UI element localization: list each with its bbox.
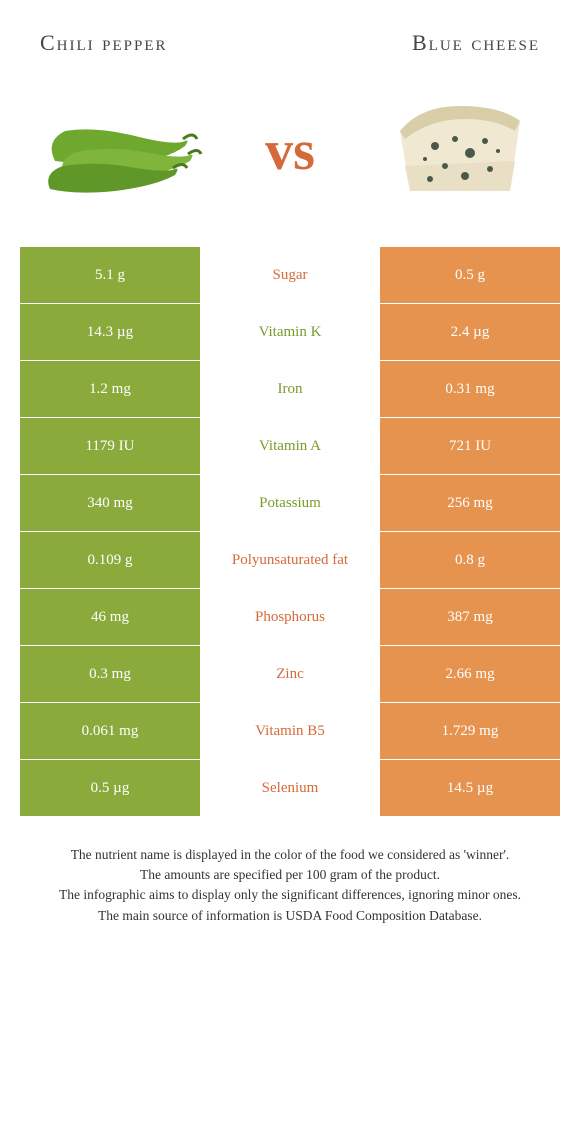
table-row: 1179 IUVitamin A721 IU [20, 417, 560, 474]
table-row: 5.1 gSugar0.5 g [20, 246, 560, 303]
right-value: 0.31 mg [380, 361, 560, 417]
table-row: 0.5 µgSelenium14.5 µg [20, 759, 560, 816]
right-value: 0.5 g [380, 247, 560, 303]
footer-notes: The nutrient name is displayed in the co… [0, 816, 580, 925]
table-row: 0.061 mgVitamin B51.729 mg [20, 702, 560, 759]
nutrient-name: Vitamin K [200, 304, 380, 360]
footer-line-3: The infographic aims to display only the… [30, 886, 550, 904]
table-row: 0.3 mgZinc2.66 mg [20, 645, 560, 702]
table-row: 1.2 mgIron0.31 mg [20, 360, 560, 417]
comparison-table: 5.1 gSugar0.5 g14.3 µgVitamin K2.4 µg1.2… [20, 246, 560, 816]
table-row: 46 mgPhosphorus387 mg [20, 588, 560, 645]
nutrient-name: Selenium [200, 760, 380, 816]
right-value: 14.5 µg [380, 760, 560, 816]
nutrient-name: Vitamin A [200, 418, 380, 474]
footer-line-2: The amounts are specified per 100 gram o… [30, 866, 550, 884]
vs-label: vs [265, 119, 315, 183]
right-food-title: Blue cheese [412, 30, 540, 56]
nutrient-name: Iron [200, 361, 380, 417]
right-value: 0.8 g [380, 532, 560, 588]
nutrient-name: Polyunsaturated fat [200, 532, 380, 588]
left-value: 340 mg [20, 475, 200, 531]
table-row: 0.109 gPolyunsaturated fat0.8 g [20, 531, 560, 588]
nutrient-name: Sugar [200, 247, 380, 303]
left-value: 5.1 g [20, 247, 200, 303]
images-row: vs [0, 76, 580, 246]
header: Chili pepper Blue cheese [0, 0, 580, 76]
nutrient-name: Vitamin B5 [200, 703, 380, 759]
nutrient-name: Phosphorus [200, 589, 380, 645]
left-food-image [30, 86, 210, 216]
left-value: 1.2 mg [20, 361, 200, 417]
footer-line-1: The nutrient name is displayed in the co… [30, 846, 550, 864]
left-value: 14.3 µg [20, 304, 200, 360]
right-value: 1.729 mg [380, 703, 560, 759]
right-value: 2.4 µg [380, 304, 560, 360]
right-value: 256 mg [380, 475, 560, 531]
footer-line-4: The main source of information is USDA F… [30, 907, 550, 925]
nutrient-name: Zinc [200, 646, 380, 702]
left-value: 1179 IU [20, 418, 200, 474]
right-value: 2.66 mg [380, 646, 560, 702]
left-value: 0.109 g [20, 532, 200, 588]
right-value: 387 mg [380, 589, 560, 645]
table-row: 14.3 µgVitamin K2.4 µg [20, 303, 560, 360]
nutrient-name: Potassium [200, 475, 380, 531]
right-food-image [370, 86, 550, 216]
right-value: 721 IU [380, 418, 560, 474]
table-row: 340 mgPotassium256 mg [20, 474, 560, 531]
left-food-title: Chili pepper [40, 30, 168, 56]
left-value: 0.5 µg [20, 760, 200, 816]
left-value: 0.3 mg [20, 646, 200, 702]
left-value: 0.061 mg [20, 703, 200, 759]
left-value: 46 mg [20, 589, 200, 645]
